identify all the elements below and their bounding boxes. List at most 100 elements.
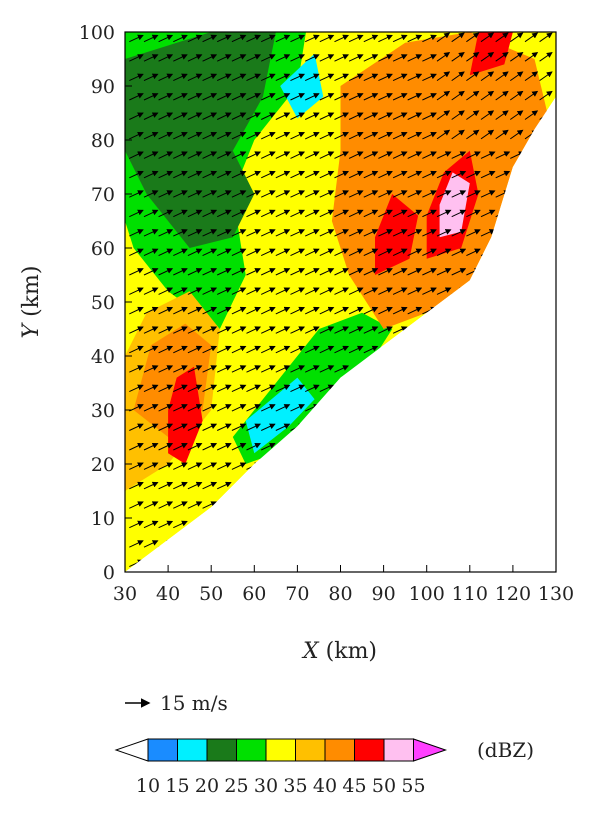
wind-vector xyxy=(129,501,144,509)
wind-vector xyxy=(436,71,451,82)
wind-vector xyxy=(319,93,335,101)
wind-vector xyxy=(216,209,232,218)
wind-vector xyxy=(216,93,232,101)
wind-vector xyxy=(392,112,408,120)
wind-vector xyxy=(304,151,320,159)
y-tick-label: 0 xyxy=(103,562,115,584)
wind-vector xyxy=(202,404,218,412)
wind-vector xyxy=(319,131,335,140)
colorbar-segment xyxy=(177,738,208,762)
wind-vector xyxy=(363,190,379,198)
wind-vector xyxy=(246,112,262,120)
wind-vector xyxy=(290,151,306,159)
wind-vector xyxy=(129,170,144,179)
wind-vector xyxy=(216,345,232,354)
wind-vector xyxy=(407,112,423,120)
wind-vector xyxy=(246,306,262,315)
wind-vector xyxy=(363,73,379,82)
wind-vector xyxy=(334,345,350,354)
wind-vector xyxy=(480,32,495,43)
wind-vector xyxy=(246,93,262,101)
region-cyan-n xyxy=(280,53,324,119)
wind-vector xyxy=(275,209,291,218)
wind-vector xyxy=(187,306,203,315)
wind-vector xyxy=(216,248,232,257)
wind-vector xyxy=(436,90,451,101)
wind-vector xyxy=(260,93,276,101)
wind-vector xyxy=(407,268,423,276)
wind-vector xyxy=(173,112,188,120)
wind-vector xyxy=(451,52,465,62)
wind-vector xyxy=(392,131,408,140)
wind-vector xyxy=(143,54,159,62)
wind-vector xyxy=(129,112,144,120)
wind-vector xyxy=(246,287,262,295)
wind-vector xyxy=(290,190,306,198)
wind-vector xyxy=(334,151,350,159)
wind-vector xyxy=(334,209,350,218)
wind-vector xyxy=(246,190,262,198)
y-axis-label: Y (km) xyxy=(19,266,44,339)
wind-vector xyxy=(187,287,203,295)
wind-vector xyxy=(378,190,393,198)
wind-vector xyxy=(319,306,335,315)
wind-vector xyxy=(334,365,350,373)
wind-vector xyxy=(216,151,232,159)
wind-vector xyxy=(173,501,188,509)
region-red-sw xyxy=(168,366,203,464)
wind-vector xyxy=(363,306,379,315)
wind-vector xyxy=(304,34,320,43)
wind-vector xyxy=(510,90,524,101)
wind-vector xyxy=(260,209,276,218)
wind-vector xyxy=(187,112,203,120)
wind-vector xyxy=(290,365,306,373)
wind-vector xyxy=(466,170,481,179)
wind-vector xyxy=(231,326,247,334)
wind-vector xyxy=(202,326,218,334)
wind-vector xyxy=(129,306,144,315)
wind-vector xyxy=(378,54,393,62)
wind-vector xyxy=(451,229,467,237)
wind-vector xyxy=(202,443,218,451)
wind-vector xyxy=(260,131,276,140)
x-axis: 30 40 50 60 70 80 90 100 110 120 130 xyxy=(113,565,574,605)
wind-vector xyxy=(466,90,480,101)
wind-vector xyxy=(392,73,408,82)
wind-vector xyxy=(436,170,452,179)
wind-vector xyxy=(392,170,408,179)
wind-vector xyxy=(334,306,350,315)
wind-vector xyxy=(539,52,553,62)
y-tick-label: 100 xyxy=(79,22,115,44)
wind-vector xyxy=(495,110,509,120)
colorbar-label: 25 xyxy=(224,775,248,797)
colorbar-label: 35 xyxy=(283,775,307,797)
wind-vector xyxy=(436,209,452,218)
wind-vector xyxy=(246,423,262,431)
colorbar-segment xyxy=(324,738,355,762)
wind-vector xyxy=(260,404,276,412)
wind-vector xyxy=(260,287,276,295)
wind-vector xyxy=(363,170,379,179)
wind-vector xyxy=(260,443,276,451)
wind-vector xyxy=(202,287,218,295)
wind-vector xyxy=(158,345,174,354)
wind-vector xyxy=(480,52,495,62)
plot-area xyxy=(125,32,556,572)
wind-vector xyxy=(363,151,379,159)
wind-vector xyxy=(143,268,159,276)
wind-vector xyxy=(129,462,144,470)
wind-vector xyxy=(216,73,232,82)
wind-vector xyxy=(290,54,306,62)
wind-vector xyxy=(129,443,144,451)
wind-vector xyxy=(290,93,306,101)
wind-vector xyxy=(290,170,306,179)
wind-vector xyxy=(363,326,379,334)
wind-vector xyxy=(524,52,539,62)
x-tick-label: 120 xyxy=(495,583,531,605)
wind-vector xyxy=(319,34,335,43)
region-coastal-cyan xyxy=(245,377,315,454)
wind-vector xyxy=(231,248,247,257)
wind-vector xyxy=(187,131,203,140)
wind-vector xyxy=(216,462,232,470)
wind-vector xyxy=(173,268,188,276)
